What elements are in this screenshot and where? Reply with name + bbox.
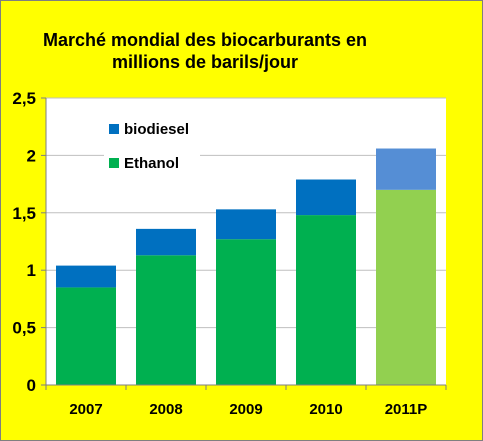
bar-ethanol-2009: [216, 239, 276, 385]
bar-biodiesel-2010: [296, 179, 356, 216]
y-tick-label: 1: [27, 261, 36, 280]
x-tick-label: 2007: [69, 401, 102, 418]
axes: [41, 97, 447, 390]
legend-label-ethanol: Ethanol: [124, 155, 179, 172]
bar-biodiesel-2008: [136, 228, 196, 256]
legend-swatch-biodiesel: [109, 124, 119, 134]
bar-ethanol-2007: [56, 287, 116, 385]
bars: [56, 148, 436, 385]
bar-ethanol-2008: [136, 255, 196, 385]
y-tick-label: 1,5: [12, 204, 36, 223]
chart-title-line-2: millions de barils/jour: [111, 52, 299, 72]
y-tick-label: 2,5: [12, 89, 36, 108]
legend-label-biodiesel: biodiesel: [124, 121, 189, 138]
bar-biodiesel-2007: [56, 265, 116, 288]
y-tick-label: 0: [27, 376, 36, 395]
legend-swatch-ethanol: [109, 158, 119, 168]
x-tick-label: 2010: [309, 401, 342, 418]
chart-title-line-1: Marché mondial des biocarburants en: [42, 30, 368, 50]
x-tick-labels: 2007 2008 2009 2010 2011P: [69, 401, 427, 418]
chart-title: Marché mondial des biocarburants en mill…: [0, 29, 410, 73]
bar-ethanol-2011p: [376, 189, 436, 385]
bar-ethanol-2010: [296, 215, 356, 385]
legend-box: [104, 114, 200, 180]
x-tick-label: 2008: [149, 401, 182, 418]
y-tick-labels: 0 0,5 1 1,5 2 2,5: [12, 89, 36, 395]
x-tick-label: 2009: [229, 401, 262, 418]
y-tick-label: 2: [27, 146, 36, 165]
bar-biodiesel-2009: [216, 209, 276, 240]
legend: biodiesel Ethanol: [104, 114, 200, 180]
x-tick-label: 2011P: [385, 401, 428, 418]
bar-biodiesel-2011p: [376, 148, 436, 190]
y-tick-label: 0,5: [12, 319, 36, 338]
